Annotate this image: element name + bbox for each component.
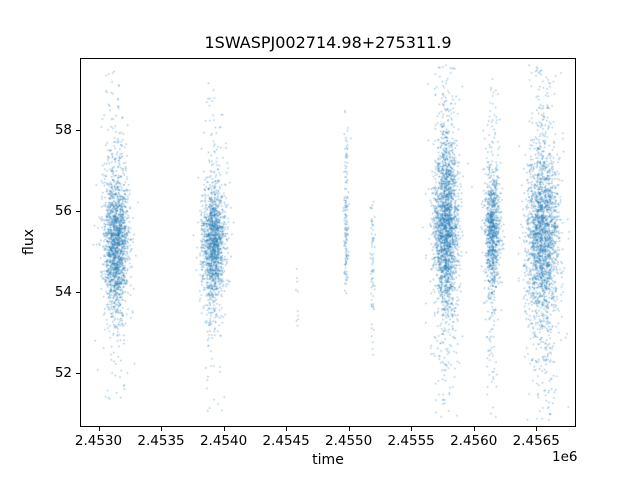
x-tick-label: 2.4535 [137,433,185,449]
x-axis-offset-text: 1e6 [552,449,578,465]
x-tick-label: 2.4545 [262,433,310,449]
x-tick-mark [411,427,413,431]
x-tick-mark [286,427,288,431]
x-tick-label: 2.4555 [387,433,435,449]
scatter-points-canvas [81,59,575,426]
plot-area [80,58,576,427]
y-tick-mark [76,292,80,294]
y-tick-label: 56 [54,203,72,220]
y-tick-mark [76,373,80,375]
y-tick-mark [76,211,80,213]
x-tick-mark [161,427,163,431]
y-axis-label: flux [21,229,37,255]
x-tick-mark [473,427,475,431]
x-tick-mark [536,427,538,431]
x-tick-mark [98,427,100,431]
x-tick-label: 2.4565 [512,433,560,449]
x-tick-label: 2.4560 [450,433,498,449]
x-tick-label: 2.4550 [325,433,373,449]
y-tick-label: 58 [54,121,72,138]
chart-title: 1SWASPJ002714.98+275311.9 [204,33,452,52]
x-tick-label: 2.4530 [74,433,123,449]
y-tick-label: 54 [54,284,72,301]
x-tick-mark [348,427,350,431]
x-tick-label: 2.4540 [199,433,248,449]
y-tick-label: 52 [54,365,72,382]
y-tick-mark [76,129,80,131]
x-tick-mark [223,427,225,431]
x-axis-label: time [312,452,344,468]
